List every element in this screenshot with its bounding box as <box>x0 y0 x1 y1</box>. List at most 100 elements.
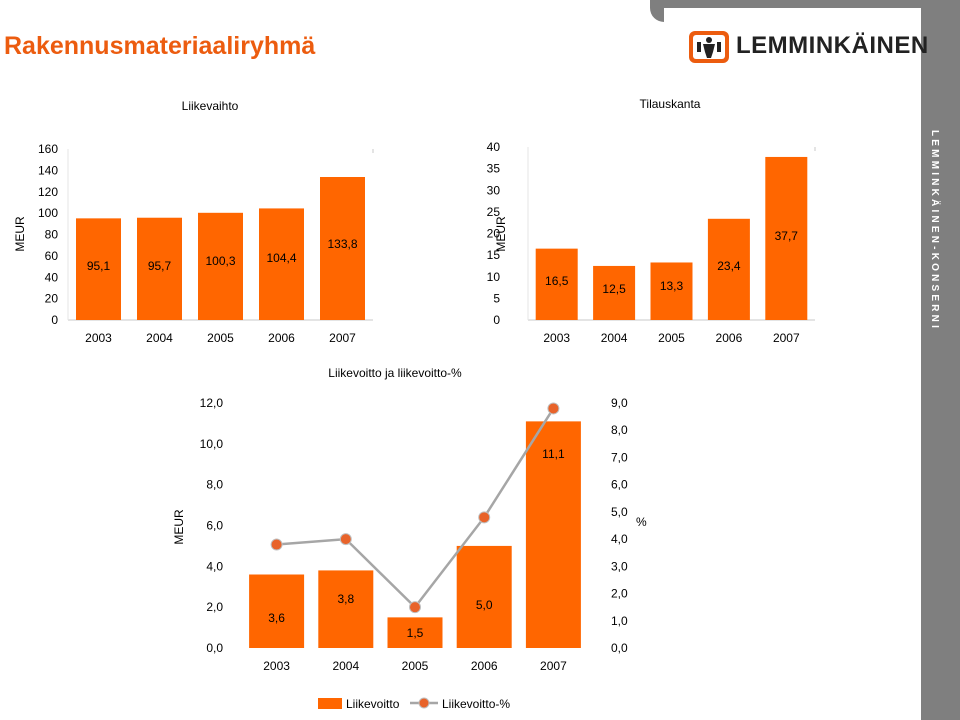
profit-y2-tick-label: 2,0 <box>611 587 628 601</box>
backlog-x-tick-label: 2006 <box>716 331 743 345</box>
page-title: Rakennusmateriaaliryhmä <box>4 32 316 60</box>
profit-y-axis-label: MEUR <box>172 509 186 545</box>
revenue-bar <box>259 208 304 320</box>
header-band-corner <box>650 0 664 22</box>
profit-y2-tick-label: 6,0 <box>611 478 628 492</box>
profit-x-tick-label: 2005 <box>402 659 429 673</box>
profit-chart-title: Liikevoitto ja liikevoitto-% <box>328 366 462 380</box>
legend-label-profit: Liikevoitto <box>346 697 400 711</box>
profit-data-label: 11,1 <box>542 447 565 461</box>
profit-y2-tick-label: 5,0 <box>611 505 628 519</box>
revenue-data-label: 95,1 <box>87 259 111 273</box>
revenue-data-label: 95,7 <box>148 259 172 273</box>
backlog-bar <box>650 262 693 320</box>
backlog-data-label: 23,4 <box>717 259 741 273</box>
backlog-y-tick-label: 5 <box>493 291 500 305</box>
revenue-y-tick-label: 100 <box>38 206 58 220</box>
revenue-x-tick-label: 2007 <box>329 331 356 345</box>
revenue-y-tick-label: 60 <box>45 249 59 263</box>
profit-pct-marker <box>339 533 352 546</box>
backlog-y-tick-label: 35 <box>487 162 501 176</box>
profit-x-tick-label: 2006 <box>471 659 498 673</box>
revenue-y-tick-label: 80 <box>45 228 59 242</box>
backlog-bar <box>535 248 578 320</box>
revenue-bar <box>320 177 365 320</box>
side-band <box>921 0 960 720</box>
profit-bar <box>249 574 305 648</box>
backlog-bar <box>593 265 636 320</box>
profit-y-tick-label: 4,0 <box>206 559 223 573</box>
profit-x-tick-label: 2004 <box>332 659 359 673</box>
revenue-data-label: 104,4 <box>266 251 296 265</box>
backlog-y-tick-label: 0 <box>493 313 500 327</box>
profit-y2-tick-label: 7,0 <box>611 450 628 464</box>
profit-y2-tick-label: 0,0 <box>611 641 628 655</box>
profit-data-label: 3,8 <box>337 592 354 606</box>
revenue-x-tick-label: 2005 <box>207 331 234 345</box>
profit-data-label: 5,0 <box>476 598 493 612</box>
header-band <box>650 0 922 8</box>
brand-name: LEMMINKÄINEN <box>736 32 929 59</box>
profit-y-tick-label: 6,0 <box>206 519 223 533</box>
revenue-x-tick-label: 2004 <box>146 331 173 345</box>
profit-y2-axis-label: % <box>636 515 647 529</box>
revenue-chart-title: Liikevaihto <box>182 99 239 113</box>
revenue-y-tick-label: 160 <box>38 142 58 156</box>
profit-y-tick-label: 0,0 <box>206 641 223 655</box>
backlog-y-tick-label: 30 <box>487 183 501 197</box>
backlog-bar <box>707 218 750 320</box>
profit-y2-tick-label: 1,0 <box>611 614 628 628</box>
profit-y2-tick-label: 9,0 <box>611 396 628 410</box>
profit-y2-tick-label: 8,0 <box>611 423 628 437</box>
revenue-x-tick-label: 2003 <box>85 331 112 345</box>
legend-swatch-bar <box>318 698 342 709</box>
revenue-y-tick-label: 40 <box>45 270 59 284</box>
backlog-y-tick-label: 25 <box>487 205 501 219</box>
backlog-data-label: 13,3 <box>660 279 684 293</box>
backlog-x-tick-label: 2004 <box>601 331 628 345</box>
profit-pct-marker <box>547 402 560 415</box>
backlog-chart-title: Tilauskanta <box>640 97 701 111</box>
profit-data-label: 1,5 <box>407 626 424 640</box>
revenue-y-tick-label: 0 <box>51 313 58 327</box>
backlog-y-axis-label: MEUR <box>494 216 508 252</box>
revenue-data-label: 100,3 <box>205 254 235 268</box>
backlog-x-tick-label: 2005 <box>658 331 685 345</box>
revenue-x-tick-label: 2006 <box>268 331 295 345</box>
profit-pct-line <box>276 407 555 610</box>
revenue-bar <box>76 218 121 320</box>
revenue-y-tick-label: 20 <box>45 292 59 306</box>
backlog-y-tick-label: 40 <box>487 140 501 154</box>
backlog-data-label: 37,7 <box>775 229 799 243</box>
revenue-bar <box>137 217 182 320</box>
lemminkainen-logo-icon <box>689 31 729 63</box>
backlog-y-tick-label: 20 <box>487 227 501 241</box>
profit-pct-marker <box>478 511 491 524</box>
profit-bar <box>387 617 443 648</box>
revenue-y-axis-label: MEUR <box>13 216 27 252</box>
profit-x-tick-label: 2007 <box>540 659 567 673</box>
profit-bar <box>525 421 581 648</box>
backlog-data-label: 12,5 <box>602 282 626 296</box>
profit-data-label: 3,6 <box>268 611 285 625</box>
profit-bar <box>456 545 512 648</box>
backlog-x-tick-label: 2003 <box>543 331 570 345</box>
legend-swatch-marker <box>418 697 430 709</box>
profit-y-tick-label: 10,0 <box>200 437 224 451</box>
profit-y2-tick-label: 3,0 <box>611 559 628 573</box>
backlog-x-tick-label: 2007 <box>773 331 800 345</box>
profit-y-tick-label: 8,0 <box>206 478 223 492</box>
backlog-bar <box>765 156 808 320</box>
revenue-y-tick-label: 120 <box>38 185 58 199</box>
profit-bar <box>318 570 374 648</box>
profit-y-tick-label: 2,0 <box>206 600 223 614</box>
backlog-y-tick-label: 10 <box>487 270 501 284</box>
profit-pct-marker <box>270 538 283 551</box>
legend-label-profit-pct: Liikevoitto-% <box>442 697 510 711</box>
profit-y-tick-label: 12,0 <box>200 396 224 410</box>
revenue-data-label: 133,8 <box>327 237 357 251</box>
profit-x-tick-label: 2003 <box>263 659 290 673</box>
